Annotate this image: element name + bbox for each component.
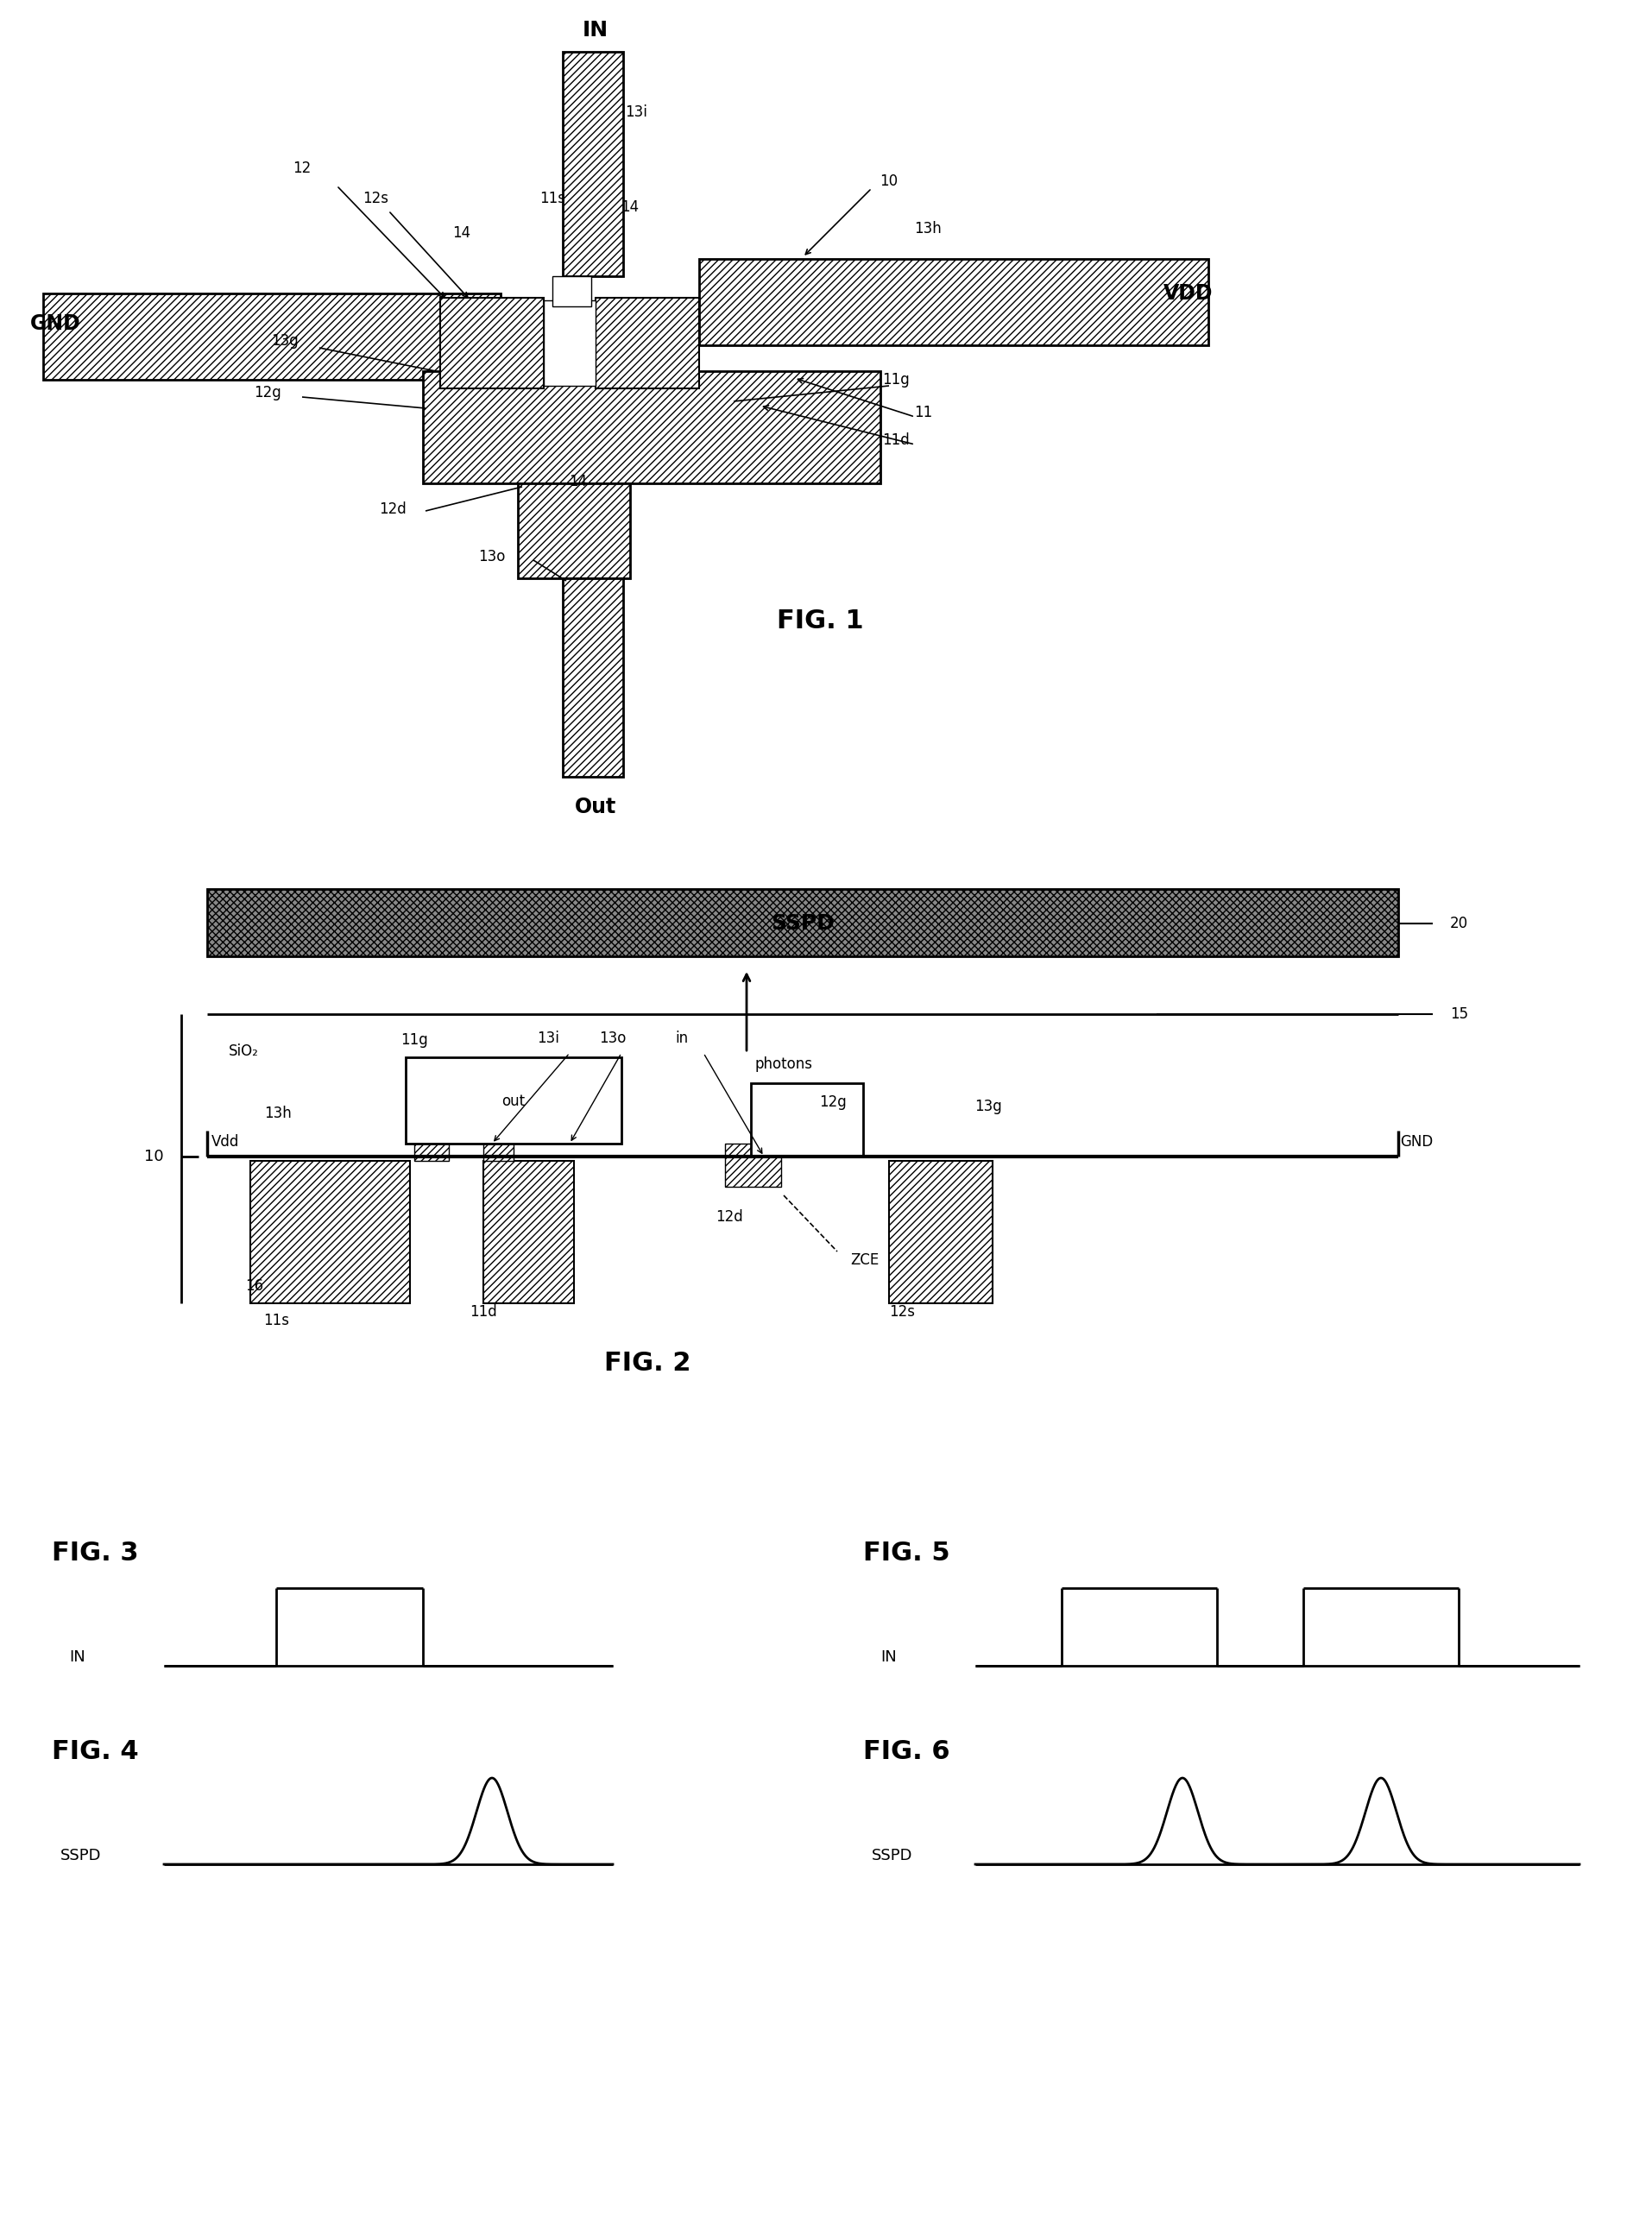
Text: 11s: 11s: [539, 190, 565, 206]
Bar: [439, 298, 544, 389]
Bar: [699, 260, 1208, 345]
Text: IN: IN: [69, 1649, 86, 1665]
Bar: [415, 1144, 449, 1162]
Text: 13g: 13g: [975, 1099, 1001, 1115]
Bar: [249, 1162, 410, 1303]
Text: GND: GND: [1399, 1135, 1432, 1150]
Text: 13g: 13g: [271, 333, 299, 349]
Text: 12d: 12d: [715, 1209, 743, 1224]
Text: 12d: 12d: [378, 501, 406, 517]
Text: 13o: 13o: [600, 1029, 626, 1045]
Text: FIG. 4: FIG. 4: [51, 1739, 139, 1764]
Text: 10: 10: [879, 175, 897, 188]
Text: GND: GND: [30, 313, 81, 333]
Bar: [725, 1144, 781, 1186]
Text: 12s: 12s: [889, 1305, 915, 1320]
Text: 13o: 13o: [477, 548, 506, 564]
Text: FIG. 6: FIG. 6: [862, 1739, 950, 1764]
Text: SiO₂: SiO₂: [228, 1043, 259, 1059]
Bar: [889, 1162, 993, 1303]
Text: IN: IN: [881, 1649, 895, 1665]
Text: SSPD: SSPD: [871, 1849, 912, 1864]
Text: 11g: 11g: [882, 372, 909, 387]
Bar: [43, 293, 501, 380]
Text: FIG. 1: FIG. 1: [776, 609, 862, 633]
Text: 20: 20: [1449, 915, 1467, 931]
Text: in: in: [676, 1029, 687, 1045]
Text: FIG. 5: FIG. 5: [862, 1542, 950, 1567]
Bar: [595, 298, 699, 389]
Bar: [405, 1056, 621, 1144]
Text: FIG. 3: FIG. 3: [51, 1542, 139, 1567]
Bar: [482, 1162, 573, 1303]
Text: SSPD: SSPD: [61, 1849, 101, 1864]
Text: IN: IN: [582, 20, 608, 40]
Bar: [562, 51, 623, 275]
Text: 12g: 12g: [819, 1094, 846, 1110]
Text: 14: 14: [453, 226, 471, 242]
Bar: [517, 483, 629, 577]
Text: out: out: [502, 1094, 525, 1110]
Text: 11g: 11g: [400, 1032, 428, 1047]
Text: 13h: 13h: [914, 222, 942, 237]
Text: 10: 10: [144, 1148, 164, 1164]
Text: 11d: 11d: [882, 432, 909, 448]
Text: FIG. 2: FIG. 2: [603, 1352, 691, 1376]
Text: Out: Out: [575, 797, 616, 817]
Bar: [562, 577, 623, 777]
Text: 15: 15: [1449, 1007, 1467, 1023]
Bar: [552, 275, 591, 307]
Text: Vdd: Vdd: [211, 1135, 240, 1150]
Text: 12: 12: [292, 161, 311, 177]
Text: 16: 16: [246, 1278, 264, 1294]
Text: 14: 14: [621, 199, 639, 215]
Bar: [544, 300, 595, 385]
Text: 13i: 13i: [624, 105, 648, 121]
Bar: [206, 888, 1398, 956]
Text: 14: 14: [568, 474, 586, 490]
Text: SSPD: SSPD: [770, 913, 834, 933]
Text: 12s: 12s: [362, 190, 388, 206]
Bar: [482, 1144, 514, 1162]
Text: VDD: VDD: [1163, 282, 1213, 304]
Text: photons: photons: [755, 1056, 813, 1072]
Bar: [423, 372, 881, 483]
Text: 12g: 12g: [254, 385, 281, 401]
Text: 11s: 11s: [263, 1314, 289, 1329]
Text: 13i: 13i: [537, 1029, 558, 1045]
Text: 13h: 13h: [264, 1106, 291, 1121]
Text: 11d: 11d: [469, 1305, 497, 1320]
Bar: [750, 1083, 862, 1157]
Text: ZCE: ZCE: [849, 1253, 879, 1269]
Text: 11: 11: [914, 405, 932, 421]
